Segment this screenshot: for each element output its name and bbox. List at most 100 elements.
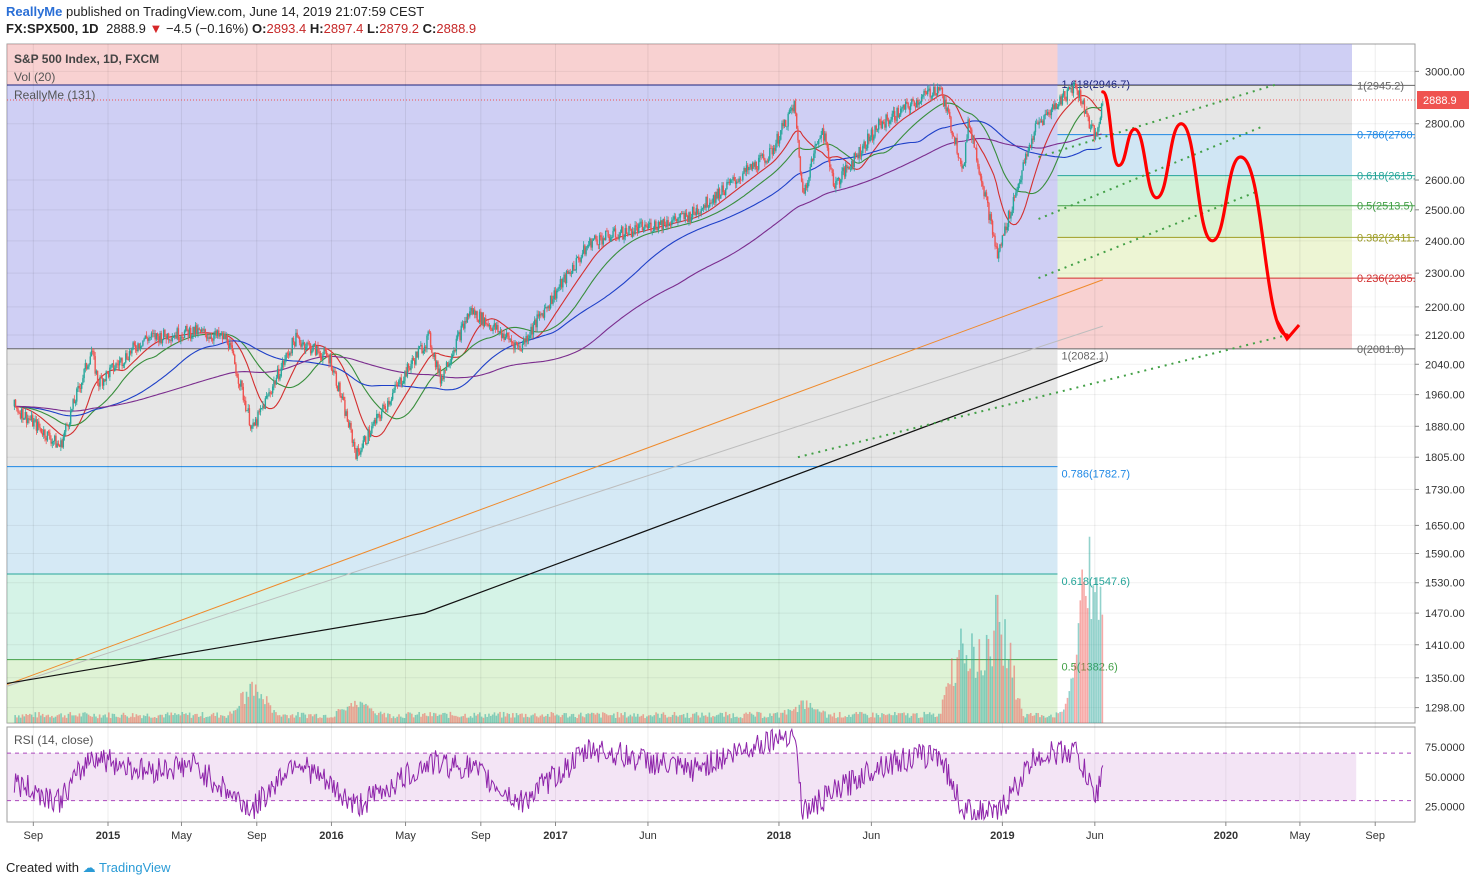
candle-body	[1021, 170, 1023, 180]
volume-bar	[495, 715, 498, 723]
candle-body	[969, 127, 972, 130]
candle-body	[890, 119, 892, 122]
candle-body	[996, 246, 999, 259]
candle-body	[469, 311, 471, 317]
volume-bar	[532, 714, 534, 723]
candle-body	[831, 169, 833, 173]
candle-body	[122, 364, 125, 366]
volume-bar	[598, 713, 600, 723]
candle-body	[205, 333, 208, 339]
candle-body	[792, 107, 794, 112]
candle-body	[891, 113, 893, 120]
author-name[interactable]: ReallyMe	[6, 4, 63, 19]
volume-bar	[668, 716, 670, 723]
volume-bar	[886, 714, 889, 723]
candle-body	[335, 372, 338, 386]
volume-bar	[32, 717, 35, 723]
candle-body	[796, 113, 798, 129]
volume-bar	[995, 594, 997, 723]
candle-body	[722, 185, 724, 192]
volume-bar	[447, 717, 450, 723]
volume-bar	[519, 713, 521, 723]
candle-body	[137, 343, 139, 352]
candle-body	[1012, 197, 1015, 211]
candle-body	[312, 345, 314, 351]
candle-body	[584, 245, 586, 255]
volume-bar	[614, 717, 617, 723]
candle-body	[535, 319, 537, 328]
tradingview-logo-icon[interactable]: ☁	[82, 860, 96, 875]
candle-body	[368, 429, 371, 438]
volume-bar	[554, 715, 556, 723]
candle-body	[837, 177, 840, 180]
candle-body	[622, 226, 624, 240]
volume-bar	[352, 706, 354, 723]
candle-body	[822, 128, 825, 141]
volume-bar	[126, 716, 128, 723]
candle-body	[40, 428, 42, 433]
candle-body	[931, 95, 934, 97]
volume-bar	[704, 715, 707, 723]
candle-body	[754, 161, 756, 167]
volume-bar	[194, 713, 196, 723]
candle-body	[962, 165, 964, 169]
volume-bar	[315, 713, 318, 723]
candle-body	[776, 133, 778, 144]
volume-bar	[480, 716, 483, 723]
candle-body	[595, 235, 597, 240]
volume-bar	[422, 713, 424, 723]
candle-body	[96, 370, 99, 383]
candle-body	[541, 313, 543, 315]
volume-bar	[537, 717, 540, 723]
candle-body	[640, 221, 642, 223]
candle-body	[919, 102, 922, 103]
candle-body	[849, 169, 852, 170]
volume-bar	[181, 711, 184, 723]
candle-body	[84, 363, 87, 369]
candle-body	[1060, 96, 1062, 105]
candle-body	[802, 181, 804, 193]
x-tick-label: 2018	[767, 830, 791, 842]
tradingview-brand[interactable]: TradingView	[99, 860, 171, 875]
volume-bar	[324, 714, 327, 723]
volume-bar	[74, 715, 77, 723]
candle-body	[964, 142, 967, 164]
candle-body	[538, 313, 541, 317]
candle-body	[960, 158, 962, 164]
candle-body	[529, 335, 531, 339]
volume-bar	[1050, 714, 1052, 723]
x-tick-label: Sep	[1365, 830, 1385, 842]
volume-bar	[897, 713, 900, 723]
volume-bar	[1044, 717, 1047, 723]
candle-body	[16, 406, 18, 409]
candle-body	[668, 224, 671, 226]
candle-body	[939, 87, 941, 91]
candle-body	[347, 421, 350, 428]
candle-body	[1017, 183, 1020, 190]
candle-body	[956, 137, 958, 154]
candle-body	[111, 363, 113, 365]
candle-body	[298, 337, 301, 343]
fib-zone	[1057, 237, 1352, 279]
volume-bar	[515, 713, 518, 723]
candle-body	[1087, 113, 1089, 118]
candle-body	[999, 244, 1001, 252]
volume-bar	[548, 716, 551, 723]
candle-body	[412, 358, 415, 361]
volume-bar	[455, 715, 457, 723]
volume-bar	[205, 717, 207, 723]
candle-body	[55, 435, 57, 448]
volume-bar	[949, 684, 951, 723]
volume-bar	[319, 717, 321, 723]
volume-bar	[1085, 595, 1087, 723]
candle-body	[814, 145, 816, 154]
volume-bar	[872, 712, 874, 723]
candle-body	[114, 368, 116, 371]
fib-zone	[1057, 44, 1352, 86]
y-tick-label: 1730.00	[1425, 484, 1465, 496]
candle-body	[1042, 120, 1044, 125]
candle-body	[78, 386, 80, 388]
candle-body	[1059, 96, 1061, 105]
volume-bar	[170, 712, 173, 723]
